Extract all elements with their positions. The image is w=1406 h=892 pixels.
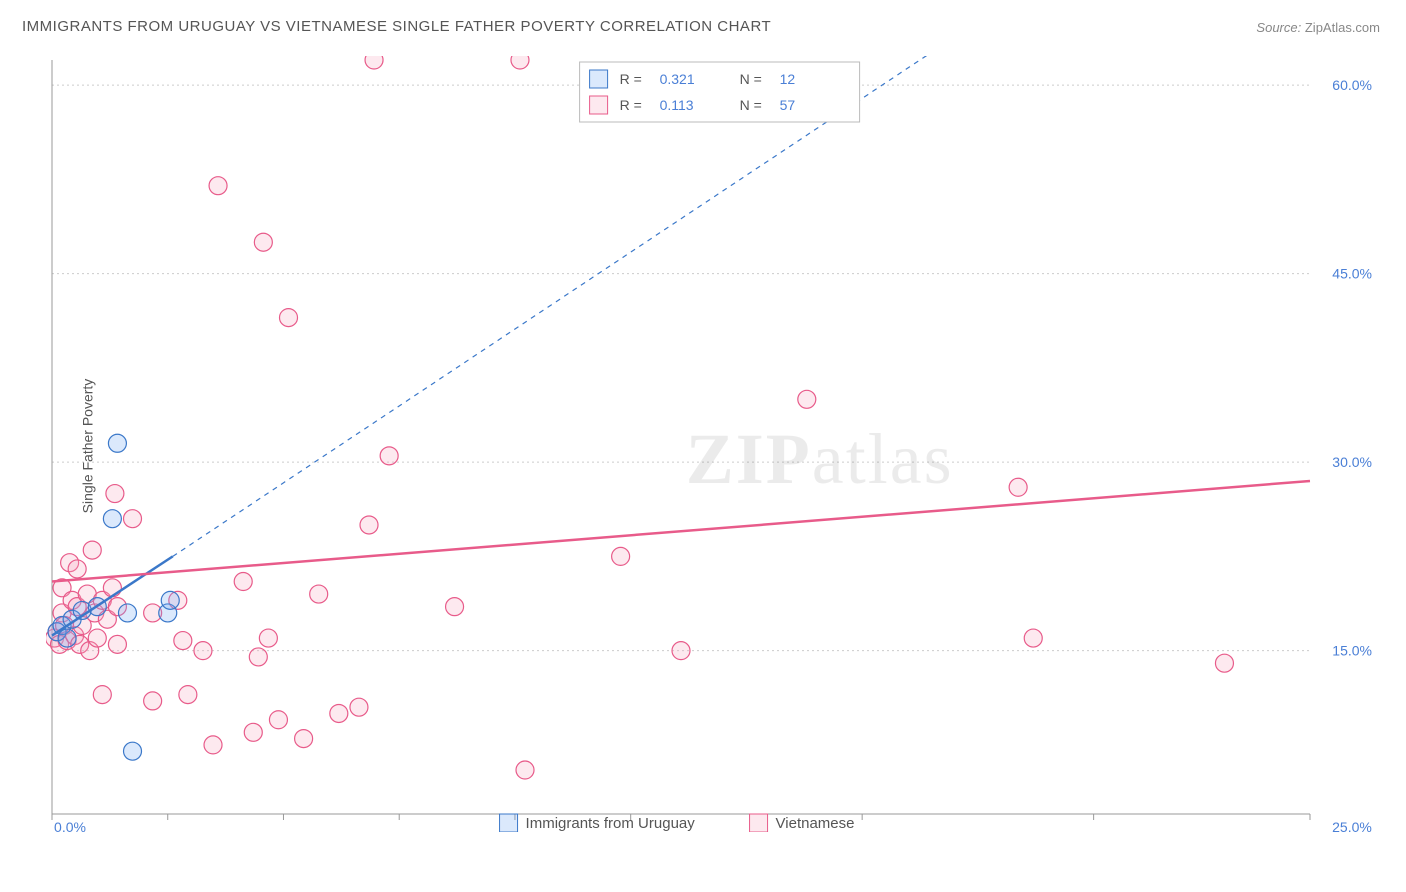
data-point [108,434,126,452]
y-tick-label: 45.0% [1332,266,1372,282]
source-label: Source: [1256,20,1301,35]
data-point [209,177,227,195]
x-tick-label-left: 0.0% [54,819,86,832]
data-point [194,642,212,660]
data-point [1024,629,1042,647]
data-point [204,736,222,754]
data-point [798,390,816,408]
chart-title: IMMIGRANTS FROM URUGUAY VS VIETNAMESE SI… [22,18,771,35]
y-tick-label: 15.0% [1332,643,1372,659]
data-point [350,698,368,716]
data-point [103,510,121,528]
legend-n-value: 12 [780,71,796,87]
legend-series-label: Vietnamese [776,815,855,832]
data-point [672,642,690,660]
series-legend: Immigrants from Uruguay Vietnamese [500,814,855,832]
data-point [1009,478,1027,496]
legend-series-label: Immigrants from Uruguay [526,815,696,832]
data-point [295,730,313,748]
data-point [106,485,124,503]
data-point [118,604,136,622]
data-point [612,547,630,565]
data-point [446,598,464,616]
source-value: ZipAtlas.com [1305,20,1380,35]
data-point [330,704,348,722]
data-point [93,686,111,704]
data-point [124,510,142,528]
legend-r-value: 0.113 [660,97,694,113]
y-tick-label: 60.0% [1332,77,1372,93]
watermark: ZIPatlas [686,419,954,499]
data-point [68,560,86,578]
legend-r-label: R = [620,71,642,87]
data-point [174,632,192,650]
data-point [234,573,252,591]
scatter-plot: 15.0% 30.0% 45.0% 60.0% 0.0% 25.0% ZIPatlas R =… [46,56,1380,832]
data-point [88,629,106,647]
data-point [280,309,298,327]
legend-swatch [750,814,768,832]
legend-r-label: R = [620,97,642,113]
legend-n-label: N = [740,71,762,87]
data-point [516,761,534,779]
data-point [360,516,378,534]
legend-swatch [590,70,608,88]
data-point [161,591,179,609]
x-tick-label-right: 25.0% [1332,819,1372,832]
data-point [511,56,529,69]
data-point [179,686,197,704]
data-point [249,648,267,666]
source-attribution: Source: ZipAtlas.com [1256,20,1380,35]
data-point [58,629,76,647]
trend-line [52,481,1310,582]
data-point [124,742,142,760]
data-point [144,692,162,710]
data-point [254,233,272,251]
data-point [269,711,287,729]
data-point [310,585,328,603]
plot-svg: 15.0% 30.0% 45.0% 60.0% 0.0% 25.0% ZIPatlas R =… [46,56,1380,832]
data-point [108,635,126,653]
data-point [1215,654,1233,672]
y-tick-label: 30.0% [1332,454,1372,470]
data-point [380,447,398,465]
legend-swatch [500,814,518,832]
data-point [244,723,262,741]
legend-r-value: 0.321 [660,71,695,87]
data-point [83,541,101,559]
legend-n-value: 57 [780,97,796,113]
data-point [365,56,383,69]
correlation-legend: R = 0.321 N = 12 R = 0.113 N = 57 [580,62,860,122]
data-point [259,629,277,647]
legend-swatch [590,96,608,114]
data-point [103,579,121,597]
legend-n-label: N = [740,97,762,113]
